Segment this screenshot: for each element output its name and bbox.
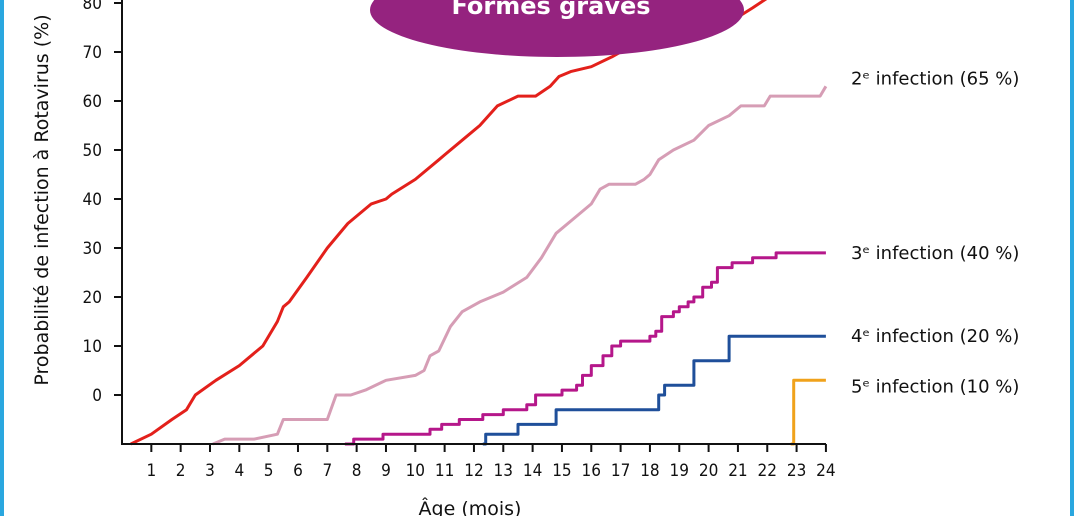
series-labels: 2ᵉ infection (65 %) 3ᵉ infection (40 %) 4ᵉ…	[851, 68, 1019, 397]
series-label-3: 3ᵉ infection (40 %)	[851, 243, 1019, 264]
y-axis-title: Probabilité de infection à Rotavirus (%)	[31, 14, 53, 385]
x-tick-label: 17	[611, 461, 630, 481]
x-tick-label: 22	[758, 461, 777, 481]
x-tick-label: 10	[406, 461, 425, 481]
y-tick-label: 10	[83, 337, 102, 357]
x-tick-label: 12	[464, 461, 483, 481]
x-tick-label: 5	[264, 461, 274, 481]
y-tick-label: 80	[83, 0, 102, 14]
y-tick-label: 20	[83, 288, 102, 308]
x-axis-title: Âge (mois)	[419, 497, 522, 516]
y-tick-label: 30	[83, 239, 102, 259]
x-tick-label: 21	[728, 461, 747, 481]
x-tick-label: 1	[146, 461, 156, 481]
x-tick-label: 11	[435, 461, 454, 481]
x-tick-label: 14	[523, 461, 542, 481]
x-tick-label: 15	[552, 461, 571, 481]
series-line-2	[212, 85, 828, 446]
series-label-4: 4ᵉ infection (20 %)	[851, 326, 1019, 347]
x-tick-label: 8	[352, 461, 362, 481]
y-tick-label: 0	[92, 386, 102, 406]
x-tick-label: 23	[787, 461, 806, 481]
x-tick-label: 9	[381, 461, 391, 481]
x-tick-label: 20	[699, 461, 718, 481]
y-tick-label: 60	[83, 92, 102, 112]
x-tick-label: 3	[205, 461, 215, 481]
series-label-5: 5ᵉ infection (10 %)	[851, 376, 1019, 397]
x-ticks: 1 2 3 4 5 6 7 8 9 10 11 12 13 14 15 16 17 18 19 20 21 22 23 24	[146, 444, 836, 481]
annotation-ellipse	[370, 0, 744, 57]
axes	[121, 0, 826, 445]
series-label-2: 2ᵉ infection (65 %)	[851, 68, 1019, 89]
series-line-5	[790, 378, 826, 446]
x-tick-label: 16	[582, 461, 601, 481]
series-line-4	[482, 334, 826, 446]
x-tick-label: 7	[322, 461, 332, 481]
series-line-1	[130, 0, 768, 446]
y-tick-label: 40	[83, 190, 102, 210]
y-tick-label: 50	[83, 141, 102, 161]
x-tick-label: 6	[293, 461, 303, 481]
annotation-text: Formes graves	[451, 0, 650, 20]
x-tick-label: 13	[494, 461, 513, 481]
x-tick-label: 24	[816, 461, 835, 481]
x-tick-label: 2	[176, 461, 186, 481]
series-group	[130, 0, 828, 446]
y-ticks: 0102030405060708090	[83, 0, 122, 406]
x-tick-label: 18	[640, 461, 659, 481]
annotation-badge: Formes graves	[370, 0, 744, 57]
series-line-3	[344, 251, 826, 446]
x-tick-label: 4	[234, 461, 244, 481]
y-tick-label: 70	[83, 43, 102, 63]
x-tick-label: 19	[670, 461, 689, 481]
